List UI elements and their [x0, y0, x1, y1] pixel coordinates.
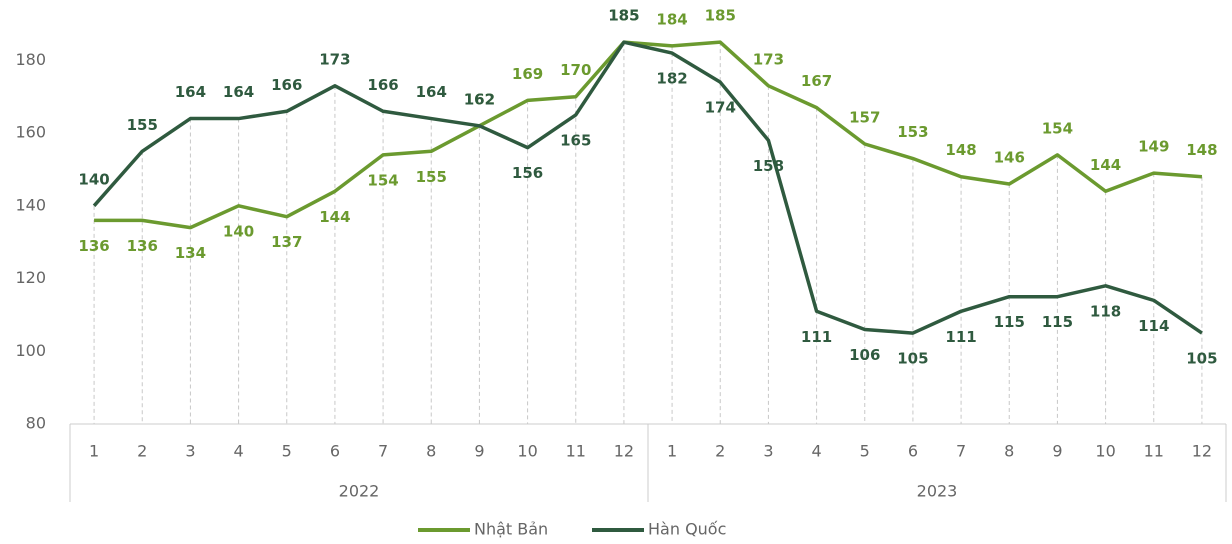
y-tick-label: 80 [26, 414, 46, 433]
data-label: 154 [1042, 119, 1073, 137]
data-label: 182 [656, 70, 687, 88]
x-group-label: 2023 [917, 482, 958, 501]
data-label: 164 [416, 83, 447, 101]
series-line [92, 40, 1203, 335]
x-tick-label: 9 [1052, 442, 1062, 461]
data-label: 162 [464, 90, 495, 108]
data-label: 164 [175, 83, 206, 101]
x-tick-label: 7 [378, 442, 388, 461]
x-tick-label: 6 [330, 442, 340, 461]
data-label: 169 [512, 65, 543, 83]
data-label: 162 [464, 90, 495, 108]
x-tick-label: 10 [517, 442, 537, 461]
x-tick-label: 4 [811, 442, 821, 461]
x-tick-label: 11 [566, 442, 586, 461]
x-tick-label: 9 [474, 442, 484, 461]
data-label: 173 [753, 50, 784, 68]
x-tick-label: 11 [1144, 442, 1164, 461]
data-label: 136 [78, 237, 109, 255]
data-label: 174 [705, 99, 736, 117]
data-label: 167 [801, 72, 832, 90]
data-label: 105 [1186, 350, 1217, 368]
series-line [94, 40, 1203, 230]
data-label: 105 [897, 350, 928, 368]
x-tick-label: 3 [763, 442, 773, 461]
data-label: 149 [1138, 138, 1169, 156]
data-label: 166 [367, 76, 398, 94]
data-label: 134 [175, 244, 206, 262]
data-label: 114 [1138, 317, 1169, 335]
data-label: 185 [608, 7, 639, 25]
data-label: 137 [271, 233, 302, 251]
data-label: 146 [994, 149, 1025, 167]
x-group-label: 2022 [339, 482, 380, 501]
data-label: 185 [705, 7, 736, 25]
data-label: 115 [1042, 313, 1073, 331]
data-label: 173 [319, 50, 350, 68]
data-label: 155 [127, 116, 158, 134]
data-label: 144 [319, 208, 350, 226]
data-label: 140 [223, 222, 254, 240]
x-tick-label: 8 [426, 442, 436, 461]
x-tick-label: 4 [233, 442, 243, 461]
x-tick-label: 8 [1004, 442, 1014, 461]
legend-label: Nhật Bản [474, 520, 548, 539]
x-tick-label: 1 [89, 442, 99, 461]
data-label: 153 [897, 123, 928, 141]
data-label: 156 [512, 164, 543, 182]
y-tick-label: 160 [15, 123, 46, 142]
data-label: 111 [945, 328, 976, 346]
x-tick-label: 2 [137, 442, 147, 461]
x-tick-label: 1 [667, 442, 677, 461]
data-label: 158 [753, 157, 784, 175]
data-label: 170 [560, 61, 591, 79]
x-tick-label: 2 [715, 442, 725, 461]
x-tick-label: 7 [956, 442, 966, 461]
y-tick-label: 100 [15, 341, 46, 360]
data-label: 144 [1090, 156, 1121, 174]
y-tick-label: 180 [15, 50, 46, 69]
y-tick-label: 120 [15, 268, 46, 287]
data-label: 155 [416, 168, 447, 186]
x-tick-label: 12 [1192, 442, 1212, 461]
data-label: 154 [367, 171, 398, 189]
y-tick-label: 140 [15, 195, 46, 214]
data-label: 157 [849, 109, 880, 127]
data-label: 185 [608, 7, 639, 25]
data-label: 148 [945, 141, 976, 159]
data-label: 165 [560, 131, 591, 149]
data-label: 118 [1090, 302, 1121, 320]
data-label: 140 [78, 170, 109, 188]
x-tick-label: 10 [1095, 442, 1115, 461]
data-label: 164 [223, 83, 254, 101]
legend-label: Hàn Quốc [648, 520, 726, 539]
x-tick-label: 5 [860, 442, 870, 461]
data-label: 115 [994, 313, 1025, 331]
data-label: 111 [801, 328, 832, 346]
x-tick-label: 5 [282, 442, 292, 461]
data-label: 166 [271, 76, 302, 94]
data-label: 136 [127, 237, 158, 255]
x-tick-label: 6 [908, 442, 918, 461]
data-label: 148 [1186, 141, 1217, 159]
x-tick-label: 3 [185, 442, 195, 461]
x-tick-label: 12 [614, 442, 634, 461]
data-label: 184 [656, 10, 687, 28]
data-label: 106 [849, 346, 880, 364]
